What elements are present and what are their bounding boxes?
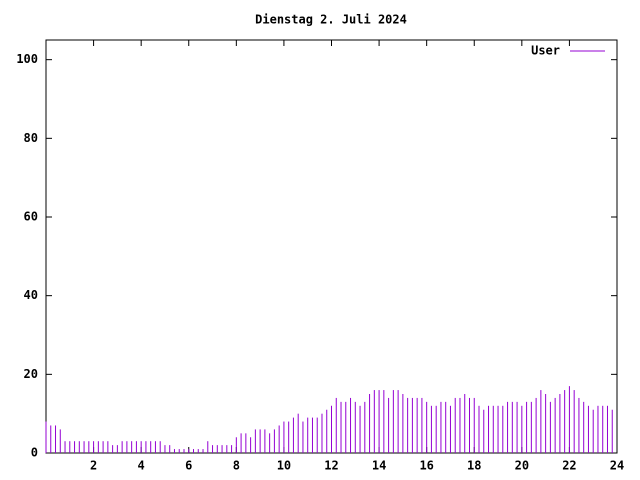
- x-tick-label: 18: [467, 459, 481, 473]
- x-tick-label: 22: [562, 459, 576, 473]
- x-tick-label: 2: [90, 459, 97, 473]
- y-tick-label: 80: [24, 131, 38, 145]
- x-tick-label: 14: [372, 459, 386, 473]
- x-tick-label: 12: [324, 459, 338, 473]
- x-tick-label: 8: [233, 459, 240, 473]
- x-tick-label: 20: [515, 459, 529, 473]
- y-tick-label: 40: [24, 288, 38, 302]
- x-tick-label: 16: [419, 459, 433, 473]
- y-tick-label: 20: [24, 367, 38, 381]
- x-tick-label: 6: [185, 459, 192, 473]
- legend-label: User: [531, 44, 560, 58]
- x-tick-label: 24: [610, 459, 624, 473]
- x-tick-label: 4: [138, 459, 145, 473]
- y-tick-label: 60: [24, 210, 38, 224]
- x-tick-label: 10: [277, 459, 291, 473]
- chart-title: Dienstag 2. Juli 2024: [255, 13, 407, 27]
- y-tick-label: 0: [31, 446, 38, 460]
- y-tick-label: 100: [16, 52, 38, 66]
